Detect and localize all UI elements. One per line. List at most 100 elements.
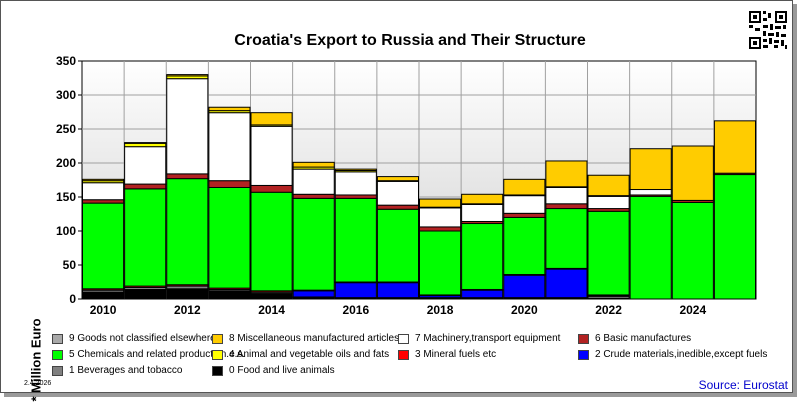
bar-segment [124,188,167,287]
bar-segment [461,223,504,290]
bar-segment [503,195,546,214]
x-tick-label: 2016 [342,303,369,317]
bar-segment [419,198,462,208]
bar-segment [334,194,377,199]
legend-label: 8 Miscellaneous manufactured articles [229,333,400,344]
legend-swatch [578,333,589,344]
y-tick-label: 0 [69,292,76,306]
y-tick-labels: 0 50 100 150 200 250 300 350 [56,54,82,306]
bar-segment [250,184,293,193]
bar-segment [503,274,546,299]
legend-swatch [398,333,409,344]
legend-label: 2 Crude materials,inedible,except fuels [595,349,768,360]
legend-swatch [212,333,223,344]
legend-swatch [52,333,63,344]
bar-segment [376,176,419,182]
bar-segment [82,178,125,182]
bar-segment [292,168,335,195]
bar-segment [376,204,419,210]
bar-segment [208,106,251,112]
bar-segment [292,290,335,298]
bar-segment [292,193,335,199]
source-credit: Source: Eurostat [698,378,788,392]
legend-label: 7 Machinery,transport equipment [415,333,561,344]
bar-segment [250,293,293,300]
y-tick-label: 50 [63,258,77,272]
x-tick-label: 2020 [511,303,538,317]
legend-item: 3 Mineral fuels etc [398,349,496,360]
x-tick-label: 2022 [595,303,622,317]
bar-segment [587,210,630,296]
bar-segment [124,146,167,185]
bar-segment [82,202,125,290]
bar-segment [503,212,546,218]
y-tick-label: 100 [56,224,76,238]
legend-swatch [212,349,223,360]
legend-label: 6 Basic manufactures [595,333,692,344]
legend-label: 1 Beverages and tobacco [69,365,183,376]
x-tick-label: 2012 [174,303,201,317]
bars [82,74,756,300]
bar-segment [629,189,672,196]
bar-segment [545,268,588,299]
legend-label: 9 Goods not classified elsewhere [69,333,216,344]
legend-item: 0 Food and live animals [212,365,335,376]
legend-swatch [398,349,409,360]
y-tick-label: 250 [56,122,76,136]
legend-swatch [52,349,63,360]
bar-segment [587,195,630,210]
bar-segment [629,195,672,300]
bar-segment [250,125,293,186]
y-tick-label: 150 [56,190,76,204]
y-axis-label: * Million Euro [28,318,44,402]
legend-item: 6 Basic manufactures [578,333,691,344]
chart-title: Croatia's Export to Russia and Their Str… [234,32,586,49]
qr-code-icon [748,10,788,50]
x-tick-label: 2010 [90,303,117,317]
legend-item: 9 Goods not classified elsewhere [52,333,216,344]
bar-segment [376,208,419,283]
bar-segment [208,290,251,300]
bar-segment [419,226,462,232]
bar-segment [124,183,167,190]
bar-segment [334,197,377,283]
bar-segment [713,174,756,300]
bar-segment [82,291,125,300]
bar-segment [419,207,462,228]
y-tick-label: 300 [56,88,76,102]
bar-segment [545,186,588,205]
legend-item: 8 Miscellaneous manufactured articles [212,333,399,344]
x-tick-label: 2014 [258,303,285,317]
bar-segment [461,203,504,222]
legend-item: 2 Crude materials,inedible,except fuels [578,349,767,360]
bar-segment [166,288,209,300]
bar-segment [292,197,335,291]
bar-segment [629,148,672,191]
legend-swatch [52,365,63,376]
bar-segment [82,182,125,201]
bar-segment [461,193,504,205]
legend-item: 1 Beverages and tobacco [52,365,182,376]
bar-segment [545,203,588,210]
bar-segment [334,171,377,196]
bar-segment [503,216,546,276]
bar-segment [713,120,756,174]
bar-segment [587,174,630,197]
legend-item: 5 Chemicals and related products,n.e.s. [52,349,245,360]
bar-segment [166,78,209,175]
y-tick-label: 350 [56,54,76,68]
x-tick-labels: 2010 2012 2014 2016 2018 2020 2022 2024 [90,303,707,317]
bar-segment [250,191,293,292]
legend-label: 3 Mineral fuels etc [415,349,497,360]
bar-segment [124,142,167,144]
legend-swatch [578,349,589,360]
bar-segment [292,161,335,168]
x-tick-label: 2018 [427,303,454,317]
bar-segment [376,180,419,206]
bar-segment [250,112,293,126]
legend-item: 7 Machinery,transport equipment [398,333,560,344]
bar-segment [124,142,167,148]
bar-segment [545,208,588,269]
date-stamp: 2.4.2026 [24,380,52,387]
